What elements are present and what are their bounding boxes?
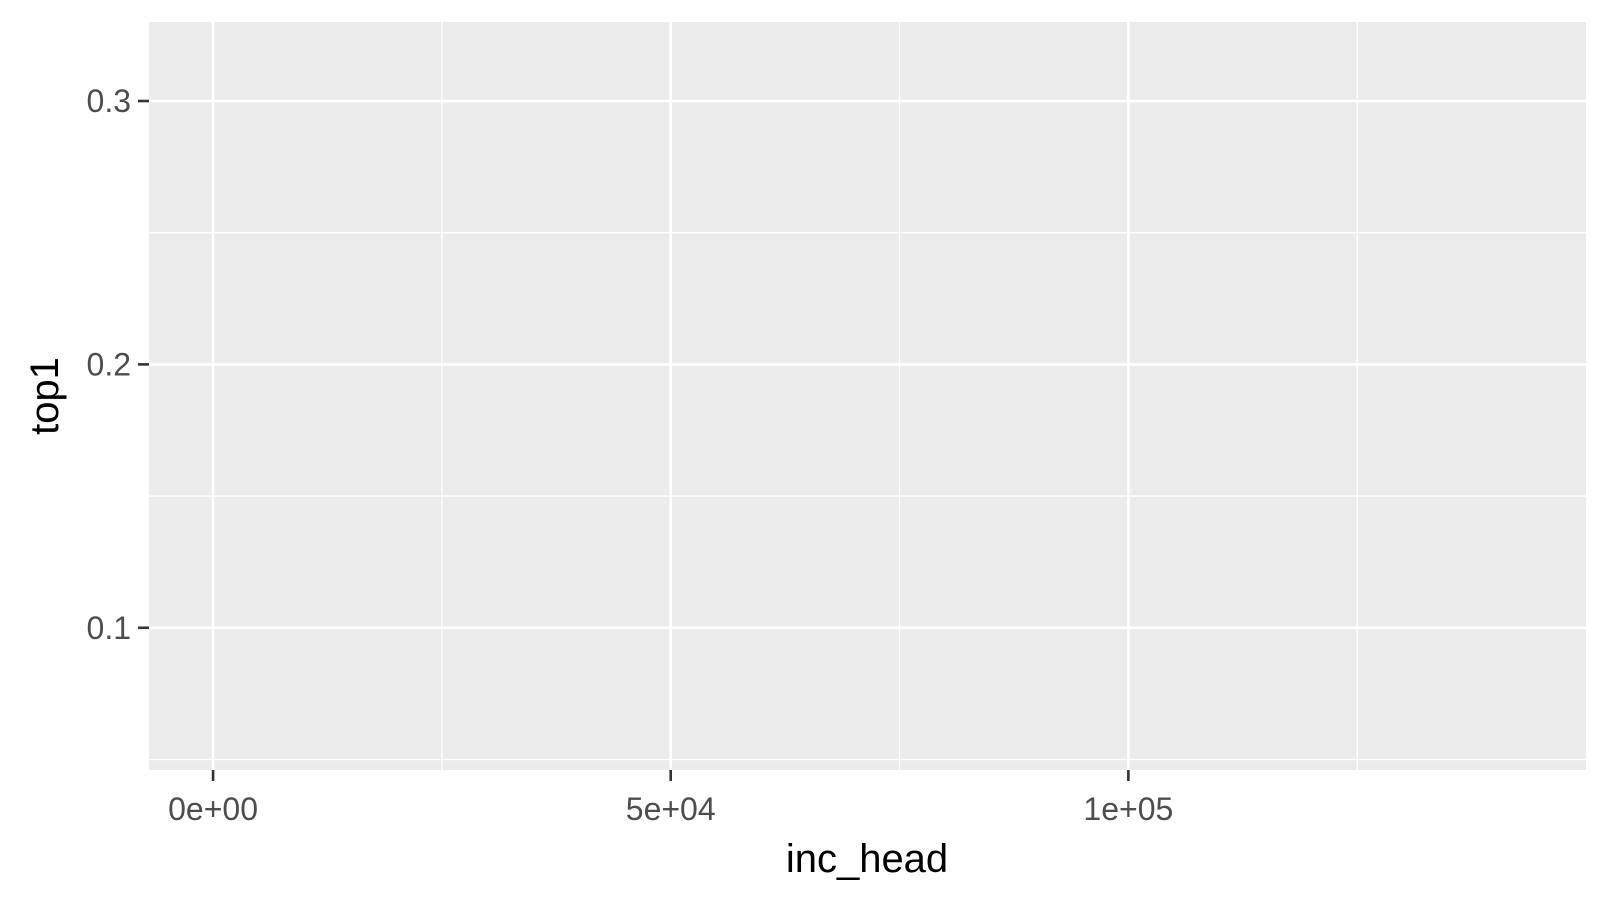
y-tick-label: 0.3 <box>87 83 131 119</box>
y-tick-label: 0.1 <box>87 610 131 646</box>
x-axis-title: inc_head <box>786 837 948 881</box>
x-tick-label: 0e+00 <box>168 791 258 827</box>
major-grid <box>149 22 1586 770</box>
y-tick-label: 0.2 <box>87 346 131 382</box>
minor-grid <box>149 22 1586 770</box>
x-tick-label: 1e+05 <box>1083 791 1173 827</box>
plot-panel <box>149 22 1586 770</box>
x-axis: 0e+00 5e+04 1e+05 <box>168 770 1173 827</box>
x-tick-label: 5e+04 <box>626 791 716 827</box>
y-axis-title: top1 <box>23 357 67 435</box>
y-axis: 0.1 0.2 0.3 <box>87 83 149 646</box>
